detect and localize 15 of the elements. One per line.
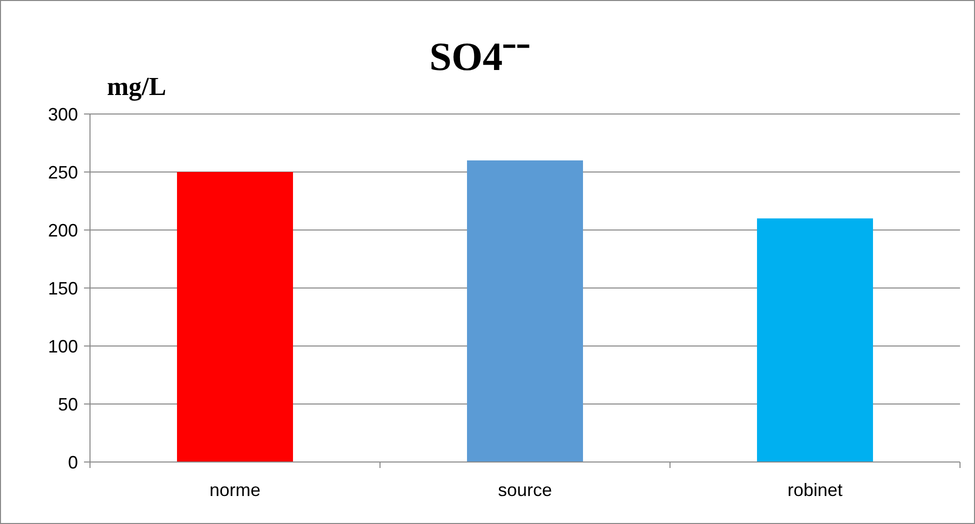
y-tick-label: 300 — [48, 104, 78, 124]
y-axis-title: mg/L — [107, 72, 166, 101]
bar — [177, 172, 293, 462]
x-tick-label: norme — [209, 480, 261, 500]
x-tick-label: source — [498, 480, 552, 500]
y-tick-label: 100 — [48, 336, 78, 356]
chart-title: SO4⁻⁻ — [429, 34, 531, 79]
bar — [757, 218, 873, 462]
bar — [467, 160, 583, 462]
y-tick-label: 50 — [58, 394, 78, 414]
y-tick-label: 150 — [48, 278, 78, 298]
y-tick-label: 200 — [48, 220, 78, 240]
y-tick-label: 0 — [68, 452, 78, 472]
y-tick-label: 250 — [48, 162, 78, 182]
x-tick-label: robinet — [787, 480, 843, 500]
